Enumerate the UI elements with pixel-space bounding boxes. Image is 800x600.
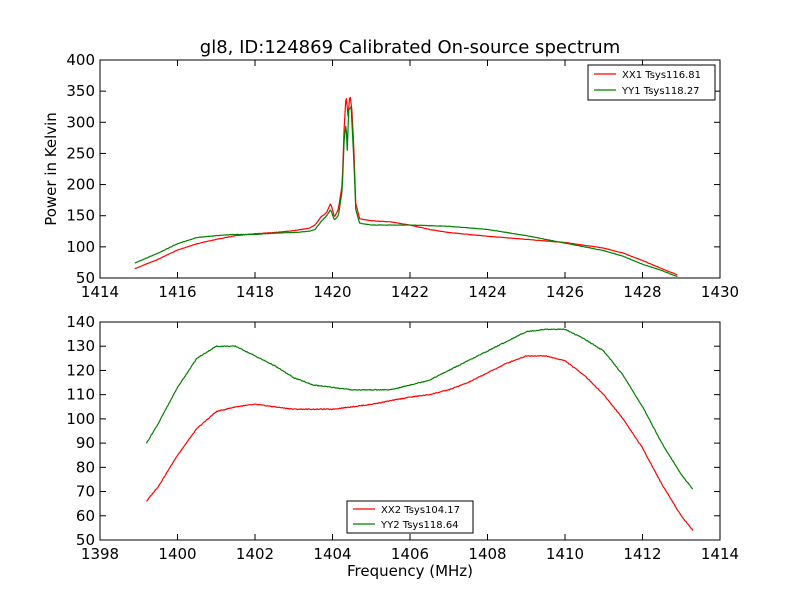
bottom-axis-ticks: 1398 1400 1402 1404 1406 1408 1410 1412 1414 50 60… [66,313,739,563]
x-tick-label: 1424 [468,283,506,301]
x-tick-label: 1404 [313,545,351,563]
y-tick-label: 70 [76,483,95,501]
top-legend: XX1 Tsys116.81 YY1 Tsys118.27 [587,64,716,101]
y-tick-label: 250 [66,144,95,162]
x-tick-label: 1414 [81,283,119,301]
y-tick-label: 350 [66,82,95,100]
y-tick-label: 120 [66,361,95,379]
series-line-yy2 [145,328,694,490]
y-tick-label: 80 [76,458,95,476]
x-tick-label: 1430 [701,283,739,301]
x-tick-label: 1420 [313,283,351,301]
top-panel: gl8, ID:124869 Calibrated On-source spec… [42,37,739,301]
y-tick-label: 50 [76,531,95,549]
x-tick-label: 1414 [701,545,739,563]
y-tick-label: 400 [66,51,95,69]
y-tick-label: 50 [76,269,95,287]
x-tick-label: 1426 [546,283,584,301]
x-tick-label: 1410 [546,545,584,563]
bottom-legend: XX2 Tsys104.17 YY2 Tsys118.64 [346,500,474,534]
top-axis-ticks: 1414 1416 1418 1420 1422 1424 1426 1428 1430 50 10… [66,51,739,301]
series-line-xx1 [134,96,678,276]
x-tick-label: 1406 [391,545,429,563]
bottom-panel: Frequency (MHz) 1398 1400 1402 1404 1406 1408… [66,313,739,580]
y-tick-label: 90 [76,434,95,452]
y-tick-label: 300 [66,113,95,131]
y-tick-label: 150 [66,207,95,225]
x-tick-label: 1400 [158,545,196,563]
y-tick-label: 200 [66,176,95,194]
x-tick-label: 1402 [236,545,274,563]
y-tick-label: 100 [66,410,95,428]
x-tick-label: 1422 [391,283,429,301]
legend-label-yy1: YY1 Tsys118.27 [621,86,700,97]
legend-label-xx1: XX1 Tsys116.81 [622,70,701,81]
top-plot-frame [99,59,721,279]
x-tick-label: 1408 [468,545,506,563]
series-line-yy1 [134,106,678,278]
y-tick-label: 140 [66,313,95,331]
legend-label-yy2: YY2 Tsys118.64 [380,520,459,531]
series-line-xx2 [146,354,694,531]
legend-label-xx2: XX2 Tsys104.17 [381,505,460,516]
x-tick-label: 1416 [158,283,196,301]
chart-title: gl8, ID:124869 Calibrated On-source spec… [200,37,620,58]
x-tick-label: 1418 [236,283,274,301]
bottom-plot-area [145,328,694,531]
top-y-axis-title: Power in Kelvin [42,112,60,226]
x-tick-label: 1398 [81,545,119,563]
x-tick-label: 1428 [623,283,661,301]
x-tick-label: 1412 [623,545,661,563]
bottom-plot-frame [99,321,721,541]
y-tick-label: 110 [66,386,95,404]
top-plot-area [134,96,678,278]
y-tick-label: 130 [66,337,95,355]
y-tick-label: 60 [76,507,95,525]
x-axis-title: Frequency (MHz) [347,562,473,580]
top-legend-box [587,64,716,101]
y-tick-label: 100 [66,238,95,256]
bottom-legend-box [346,500,474,534]
